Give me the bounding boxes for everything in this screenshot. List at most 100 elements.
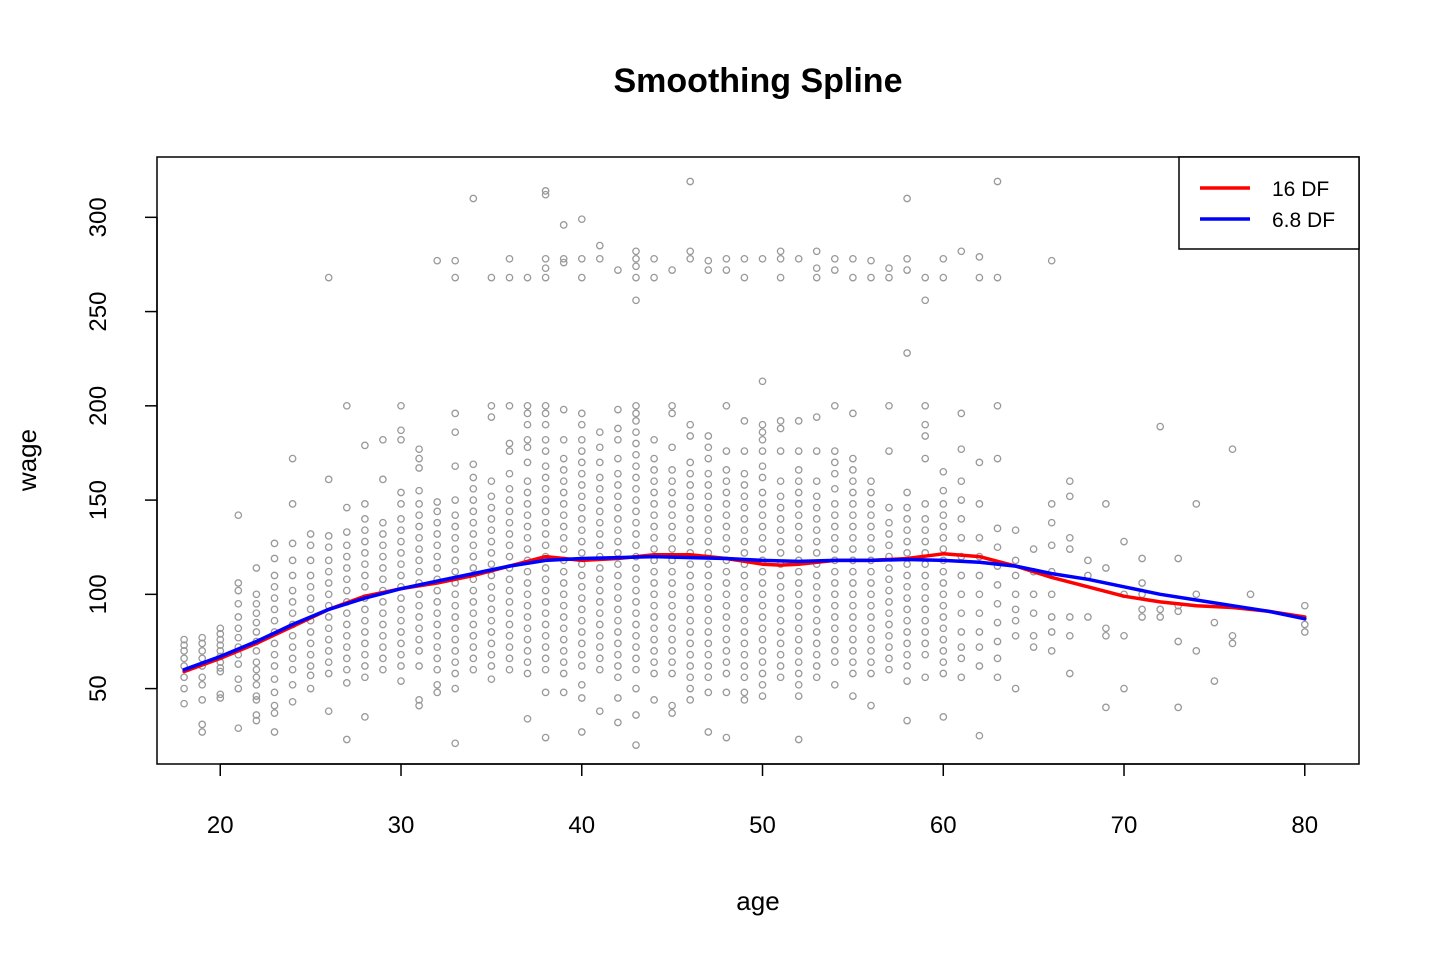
data-point	[577, 616, 586, 625]
data-point	[794, 567, 803, 576]
data-point	[758, 692, 767, 700]
data-point	[722, 624, 731, 633]
data-point	[686, 560, 695, 569]
data-point	[867, 567, 875, 576]
data-point	[668, 567, 676, 576]
data-point	[776, 424, 785, 433]
data-point	[487, 639, 496, 648]
y-tick-label: 150	[85, 480, 112, 520]
data-point	[650, 696, 658, 704]
data-point	[993, 581, 1002, 589]
data-point	[758, 488, 767, 497]
data-point	[487, 605, 496, 614]
data-point	[957, 496, 966, 504]
data-point	[487, 549, 496, 557]
data-point	[704, 616, 713, 625]
data-point	[433, 631, 442, 640]
data-point	[849, 601, 857, 610]
data-point	[614, 266, 622, 274]
data-point	[505, 586, 514, 595]
data-point	[198, 696, 207, 704]
data-point	[487, 273, 496, 282]
data-point	[324, 624, 333, 633]
data-point	[306, 662, 315, 670]
data-point	[921, 650, 930, 659]
data-point	[722, 533, 731, 542]
data-point	[559, 647, 568, 655]
data-point	[270, 616, 279, 625]
data-point	[849, 669, 857, 678]
data-point	[614, 515, 622, 523]
data-point	[324, 635, 333, 644]
data-point	[650, 579, 658, 587]
data-point	[1174, 607, 1183, 616]
data-point	[939, 613, 948, 621]
data-point	[415, 545, 423, 553]
data-point	[632, 254, 640, 263]
data-point	[577, 549, 586, 557]
data-point	[523, 477, 532, 486]
data-point	[885, 620, 893, 629]
data-point	[433, 643, 442, 651]
data-point	[180, 673, 188, 682]
data-point	[379, 530, 387, 538]
data-point	[903, 526, 911, 535]
data-point	[415, 601, 423, 610]
data-point	[541, 187, 550, 195]
data-point	[975, 571, 984, 580]
data-point	[794, 735, 803, 744]
data-point	[614, 594, 622, 602]
data-point	[686, 673, 695, 682]
data-point	[650, 601, 658, 610]
data-point	[722, 669, 731, 678]
data-point	[740, 537, 749, 546]
data-point	[577, 515, 586, 523]
data-point	[776, 273, 785, 282]
data-point	[668, 488, 676, 497]
data-point	[632, 711, 640, 719]
data-point	[324, 475, 333, 484]
data-point	[740, 481, 749, 489]
data-point	[1102, 564, 1110, 572]
data-point	[776, 477, 785, 486]
data-point	[993, 618, 1002, 627]
data-point	[686, 605, 695, 614]
data-point	[577, 605, 586, 614]
data-point	[812, 247, 821, 256]
data-point	[270, 650, 279, 659]
data-point	[776, 639, 785, 648]
data-point	[686, 515, 695, 523]
data-point	[903, 549, 911, 557]
data-point	[1011, 556, 1020, 565]
data-point	[975, 609, 984, 618]
data-point	[577, 680, 586, 689]
data-point	[957, 533, 966, 542]
data-point	[632, 417, 640, 425]
data-point	[451, 613, 460, 621]
data-point	[704, 605, 713, 614]
data-point	[650, 590, 658, 599]
data-point	[740, 605, 749, 614]
data-point	[704, 560, 713, 569]
data-point	[415, 624, 423, 633]
data-point	[650, 477, 658, 486]
data-point	[921, 526, 930, 535]
data-point	[379, 643, 387, 651]
y-tick-label: 200	[85, 386, 112, 426]
data-point	[397, 435, 405, 444]
data-point	[523, 420, 532, 429]
data-point	[812, 503, 821, 512]
data-point	[1011, 605, 1020, 614]
data-point	[632, 409, 640, 418]
data-point	[342, 609, 351, 618]
data-point	[704, 571, 713, 580]
data-point	[252, 673, 261, 682]
data-point	[686, 571, 695, 580]
data-point	[559, 635, 568, 644]
data-point	[252, 680, 261, 689]
data-point	[776, 247, 785, 256]
data-point	[415, 486, 423, 495]
data-point	[361, 537, 369, 546]
data-point	[975, 500, 984, 508]
data-point	[794, 647, 803, 655]
